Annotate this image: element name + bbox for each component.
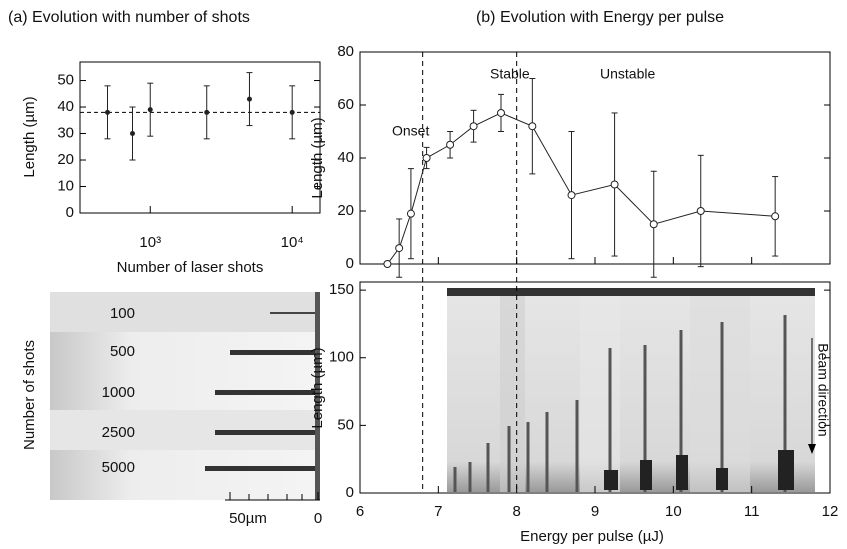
x-tick-label: 9 <box>591 503 599 520</box>
data-point <box>610 180 619 189</box>
row-label: 2500 <box>102 424 135 441</box>
y-tick-label: 50 <box>337 416 354 433</box>
y-axis-label: Length (µm) <box>309 117 326 198</box>
data-point <box>469 122 478 131</box>
plot-frame <box>79 61 321 214</box>
y-tick-label: 10 <box>57 177 74 194</box>
data-point <box>289 109 295 115</box>
y-axis-label: Length (µm) <box>21 96 38 177</box>
scale-label: 50µm <box>229 510 267 527</box>
row-label: 1000 <box>102 384 135 401</box>
data-point <box>246 96 252 102</box>
data-point <box>105 109 111 115</box>
y-tick-label: 40 <box>337 149 354 166</box>
filament-image <box>447 288 816 492</box>
data-point <box>383 260 392 268</box>
y-tick-label: 60 <box>337 96 354 113</box>
data-point <box>528 122 537 131</box>
y-tick-label: 50 <box>57 72 74 89</box>
y-tick-label: 40 <box>57 98 74 115</box>
data-point <box>204 109 210 115</box>
y-tick-label: 0 <box>66 204 74 221</box>
x-tick-label: 10 <box>665 503 682 520</box>
data-point <box>649 220 658 229</box>
x-tick-label: 6 <box>356 503 364 520</box>
panel-title: (b) Evolution with Energy per pulse <box>476 9 724 26</box>
y-axis-label: Number of shots <box>21 340 38 450</box>
y-axis-label: Length (µm) <box>309 347 326 428</box>
beam-direction: Beam direction <box>815 343 831 436</box>
x-tick-label: 10⁴ <box>281 234 304 251</box>
x-tick-label: 12 <box>822 503 839 520</box>
data-point <box>771 212 780 221</box>
data-point <box>422 154 431 162</box>
data-point <box>567 191 576 200</box>
x-tick-label: 10³ <box>139 234 161 251</box>
y-tick-label: 20 <box>57 151 74 168</box>
data-point <box>147 107 153 113</box>
phase-label: Unstable <box>600 66 655 82</box>
data-point <box>696 207 705 215</box>
x-axis-label: Energy per pulse (µJ) <box>520 528 664 545</box>
y-tick-label: 100 <box>329 349 354 366</box>
row-label: 5000 <box>102 459 135 476</box>
shots-image <box>50 292 320 501</box>
y-tick-label: 150 <box>329 281 354 298</box>
data-line <box>387 112 776 265</box>
data-point <box>497 108 505 117</box>
x-tick-label: 11 <box>744 503 760 520</box>
panel-title: (a) Evolution with number of shots <box>8 9 250 26</box>
data-point <box>406 209 415 218</box>
data-point <box>395 244 404 253</box>
y-tick-label: 0 <box>346 484 354 501</box>
row-label: 100 <box>110 305 135 322</box>
x-axis-label: Number of laser shots <box>117 259 264 276</box>
phase-label: Onset <box>392 123 429 139</box>
y-tick-label: 20 <box>337 202 354 219</box>
data-point <box>446 140 455 149</box>
y-tick-label: 80 <box>337 43 354 60</box>
phase-label: Stable <box>490 66 530 82</box>
x-tick-label: 8 <box>512 503 520 520</box>
x-tick-label: 7 <box>434 503 442 520</box>
data-point <box>130 131 136 137</box>
scale-label: 0 <box>314 510 322 527</box>
y-tick-label: 30 <box>57 124 74 141</box>
y-tick-label: 0 <box>346 255 354 272</box>
row-label: 500 <box>110 343 135 360</box>
